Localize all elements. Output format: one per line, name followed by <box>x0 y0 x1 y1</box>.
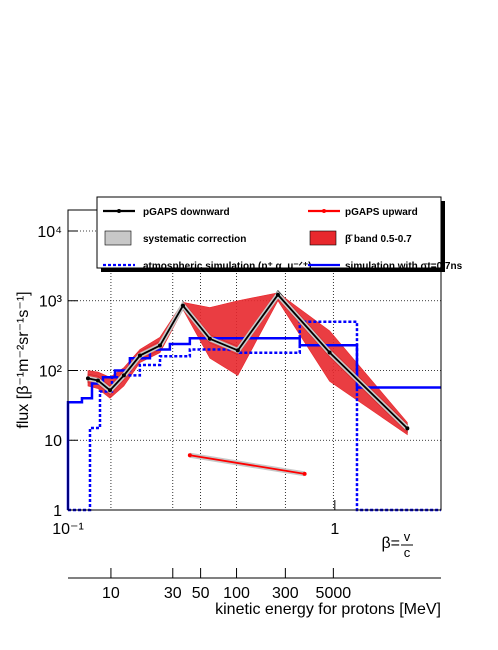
point <box>207 336 212 341</box>
legend-label: atmospheric simulation (p⁺,α, μ⁻ᐟ⁺) <box>143 261 311 272</box>
x-tick-label: 1 <box>330 521 339 538</box>
x-axis-label: β= <box>381 535 400 552</box>
legend-label: β̄ band 0.5-0.7 <box>345 234 412 245</box>
energy-tick-label: 50 <box>192 585 210 602</box>
point <box>180 303 185 308</box>
y-tick-label: 10³ <box>39 294 63 311</box>
point <box>235 348 240 353</box>
x-tick-label: 10⁻¹ <box>52 521 84 538</box>
legend-box <box>96 196 442 269</box>
energy-axis-label: kinetic energy for protons [MeV] <box>215 601 441 618</box>
x-axis-label-denominator: c <box>404 545 411 560</box>
point <box>327 350 332 355</box>
legend-label: pGAPS downward <box>143 207 230 218</box>
point <box>302 471 307 476</box>
legend-marker <box>117 209 121 213</box>
legend-swatch <box>309 230 337 246</box>
point <box>187 453 192 458</box>
point <box>137 353 142 358</box>
energy-tick-label: 30 <box>164 585 182 602</box>
legend: pGAPS downward pGAPS upward systematic cor… <box>103 207 463 272</box>
energy-tick-label: 5000 <box>316 585 352 602</box>
energy-tick-label: 10 <box>102 585 120 602</box>
energy-tick-label: 300 <box>272 585 299 602</box>
y-tick-label: 1 <box>53 503 62 520</box>
x-axis-label-numerator: v <box>404 529 411 544</box>
y-tick-label: 10 <box>44 433 62 450</box>
legend-label: systematic correction <box>143 234 246 245</box>
line <box>189 454 305 475</box>
point <box>157 343 162 348</box>
legend-swatch <box>104 230 132 246</box>
y-tick-label: 10⁴ <box>37 224 62 241</box>
line <box>87 293 408 430</box>
y-tick-label: 10² <box>39 363 63 380</box>
histogram <box>66 336 441 510</box>
point <box>108 388 113 393</box>
y-axis-label: flux [β⁻¹m⁻²sr⁻¹s⁻¹] <box>15 291 32 428</box>
point <box>121 373 126 378</box>
legend-label: pGAPS upward <box>345 207 418 218</box>
point <box>275 292 280 297</box>
legend-label: simulation with σt=0.7ns <box>345 261 463 272</box>
energy-tick-label: 100 <box>223 585 250 602</box>
point <box>95 378 100 383</box>
legend-marker <box>322 209 326 213</box>
point <box>85 376 90 381</box>
point <box>405 426 410 431</box>
